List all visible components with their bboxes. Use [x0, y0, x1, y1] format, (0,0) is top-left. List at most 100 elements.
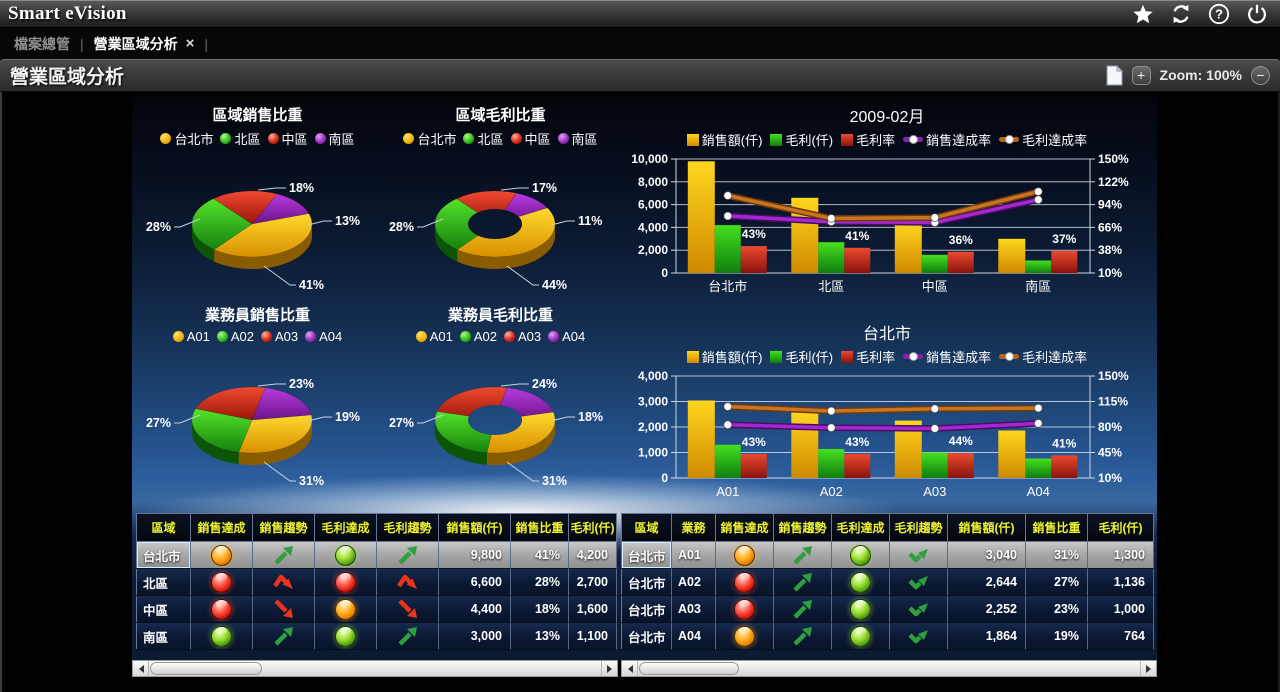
- table-row[interactable]: 南區 3,000 13% 1,100: [136, 622, 617, 650]
- agent-cell: A03: [671, 595, 716, 623]
- svg-text:38%: 38%: [1098, 243, 1122, 257]
- table-row[interactable]: 中區 4,400 18% 1,600: [136, 595, 617, 623]
- svg-text:17%: 17%: [532, 181, 557, 195]
- legend-label: 中區: [281, 132, 308, 147]
- column-header[interactable]: 銷售達成: [190, 513, 253, 542]
- profit-trend-arrow-icon: [396, 624, 420, 648]
- region-summary-table: 區域 銷售達成 銷售趨勢 毛利達成 毛利趨勢 銷售額(仟) 銷售比重 毛利(仟)…: [136, 513, 617, 650]
- svg-text:8,000: 8,000: [638, 175, 668, 189]
- svg-text:2,000: 2,000: [638, 420, 668, 434]
- pie-chart-agent-sales[interactable]: 業務員銷售比重 A01 A02 A03 A04 23% 19% 31% 27%: [136, 299, 379, 499]
- legend-label: 南區: [571, 132, 598, 147]
- power-icon[interactable]: [1246, 3, 1268, 25]
- scroll-left-arrow[interactable]: [622, 661, 638, 676]
- column-header[interactable]: 銷售達成: [715, 513, 774, 542]
- column-header[interactable]: 銷售比重: [1025, 513, 1088, 542]
- bar-chart-column: 2009-02月 銷售額(仟) 毛利(仟) 毛利率 銷售達成率 毛利達成率 10…: [622, 99, 1152, 521]
- legend-dot-icon: [459, 331, 471, 342]
- svg-text:10,000: 10,000: [631, 152, 668, 166]
- pie-chart-region-profit[interactable]: 區域毛利比重 台北市 北區 中區 南區 17% 11% 44% 28%: [379, 99, 622, 299]
- svg-text:28%: 28%: [389, 220, 414, 234]
- scroll-right-arrow[interactable]: [601, 661, 617, 676]
- table-row[interactable]: 台北市 A04 < 1,864 19% 764: [621, 622, 1154, 650]
- pie-chart-grid: 區域銷售比重 台北市 北區 中區 南區 18% 13% 41% 28% 區域毛利比重 …: [136, 99, 622, 499]
- column-header[interactable]: 區域: [136, 513, 191, 542]
- tab-close-icon[interactable]: ×: [185, 35, 195, 52]
- table-row[interactable]: 台北市 A01 3,040 31% 1,300: [621, 541, 1154, 569]
- svg-text:27%: 27%: [389, 416, 414, 430]
- profit-trend-arrow-icon: [396, 597, 420, 621]
- bar-chart-svg[interactable]: 4,000 150% 3,000 115% 2,000 80% 1,000 45% 0 10% 43…: [622, 366, 1150, 516]
- table-row[interactable]: 台北市 A03 2,252 23% 1,000: [621, 595, 1154, 623]
- table-row[interactable]: 北區 6,600 28% 2,700: [136, 568, 617, 596]
- column-header[interactable]: 毛利趨勢: [889, 513, 948, 542]
- refresh-icon[interactable]: [1170, 3, 1192, 25]
- pie-chart-region-sales[interactable]: 區域銷售比重 台北市 北區 中區 南區 18% 13% 41% 28%: [136, 99, 379, 299]
- pie-chart-svg[interactable]: 18% 13% 41% 28%: [136, 150, 376, 300]
- column-header[interactable]: 毛利達成: [314, 513, 377, 542]
- content-area: 區域銷售比重 台北市 北區 中區 南區 18% 13% 41% 28% 區域毛利比重 …: [0, 92, 1280, 692]
- chart-legend: 銷售額(仟) 毛利(仟) 毛利率 銷售達成率 毛利達成率: [622, 347, 1152, 366]
- svg-text:44%: 44%: [542, 278, 567, 292]
- legend-label: 中區: [524, 132, 551, 147]
- table-row[interactable]: 台北市 9,800 41% 4,200: [136, 541, 617, 569]
- column-header[interactable]: 銷售趨勢: [773, 513, 832, 542]
- region-cell: 台北市: [621, 568, 672, 596]
- right-table-hscrollbar[interactable]: [621, 660, 1157, 677]
- column-header[interactable]: 毛利達成: [831, 513, 890, 542]
- column-header[interactable]: 毛利趨勢: [376, 513, 439, 542]
- svg-text:150%: 150%: [1098, 152, 1129, 166]
- agent-detail-table: 區域 業務 銷售達成 銷售趨勢 毛利達成 毛利趨勢 銷售額(仟) 銷售比重 毛利…: [621, 513, 1154, 650]
- tab-sales-region-analysis[interactable]: 營業區域分析 ×: [94, 34, 195, 54]
- svg-text:南區: 南區: [1025, 279, 1051, 294]
- profit-trend-arrow-icon: [907, 624, 931, 648]
- legend-label: A04: [319, 329, 343, 344]
- agent-cell: A01: [671, 541, 716, 569]
- document-icon[interactable]: [1106, 64, 1123, 86]
- pie-chart-agent-profit[interactable]: 業務員毛利比重 A01 A02 A03 A04 24% 18% 31% 27%: [379, 299, 622, 499]
- pie-chart-svg[interactable]: 24% 18% 31% 27%: [379, 346, 619, 496]
- column-header[interactable]: 銷售額(仟): [438, 513, 511, 542]
- sales-share-cell: 13%: [510, 622, 569, 650]
- favorite-star-icon[interactable]: [1132, 3, 1154, 25]
- legend-label: 毛利達成率: [1022, 350, 1088, 365]
- pie-chart-svg[interactable]: 17% 11% 44% 28%: [379, 150, 619, 300]
- column-header[interactable]: 銷售比重: [510, 513, 569, 542]
- scroll-left-arrow[interactable]: [133, 661, 149, 676]
- svg-text:10%: 10%: [1098, 471, 1122, 485]
- sales-trend-arrow-icon: [791, 570, 815, 594]
- zoom-out-button[interactable]: −: [1251, 65, 1270, 85]
- legend-label: 毛利(仟): [785, 350, 834, 365]
- scrollbar-thumb[interactable]: [150, 662, 262, 675]
- zoom-in-button[interactable]: +: [1131, 65, 1151, 85]
- pie-chart-svg[interactable]: 23% 19% 31% 27%: [136, 346, 376, 496]
- profit-cell: 1,600: [568, 595, 617, 623]
- sales-share-cell: 28%: [510, 568, 569, 596]
- legend-label: 北區: [234, 132, 261, 147]
- column-header[interactable]: 毛利(仟): [1087, 513, 1154, 542]
- legend-label: 台北市: [417, 132, 457, 147]
- svg-text:122%: 122%: [1098, 175, 1129, 189]
- bar-chart-svg[interactable]: 10,000 150% 8,000 122% 6,000 94% 4,000 66% 2,000…: [622, 149, 1150, 311]
- scrollbar-thumb[interactable]: [639, 662, 739, 675]
- column-header[interactable]: 區域: [621, 513, 672, 542]
- svg-text:36%: 36%: [949, 233, 973, 247]
- column-header[interactable]: 銷售趨勢: [252, 513, 315, 542]
- region-cell: 南區: [136, 622, 191, 650]
- left-table-hscrollbar[interactable]: [132, 660, 618, 677]
- legend-label: 毛利達成率: [1022, 133, 1088, 148]
- scroll-right-arrow[interactable]: [1140, 661, 1156, 676]
- profit-trend-arrow-icon: [907, 597, 931, 621]
- column-header[interactable]: 銷售額(仟): [947, 513, 1026, 542]
- help-icon[interactable]: ?: [1208, 3, 1230, 25]
- profit-status-light: [335, 625, 356, 647]
- table-row[interactable]: 台北市 A02 2,644 27% 1,136: [621, 568, 1154, 596]
- column-header[interactable]: 毛利(仟): [568, 513, 617, 542]
- column-header[interactable]: 業務: [671, 513, 716, 542]
- chart-legend: A01 A02 A03 A04: [379, 329, 622, 344]
- tab-file-explorer[interactable]: 檔案總管: [14, 35, 70, 52]
- profit-cell: 2,700: [568, 568, 617, 596]
- svg-text:41%: 41%: [1052, 436, 1076, 450]
- combo-chart-taipei[interactable]: 台北市 銷售額(仟) 毛利(仟) 毛利率 銷售達成率 毛利達成率 4,000 15…: [622, 316, 1152, 521]
- combo-chart-month[interactable]: 2009-02月 銷售額(仟) 毛利(仟) 毛利率 銷售達成率 毛利達成率 10…: [622, 99, 1152, 316]
